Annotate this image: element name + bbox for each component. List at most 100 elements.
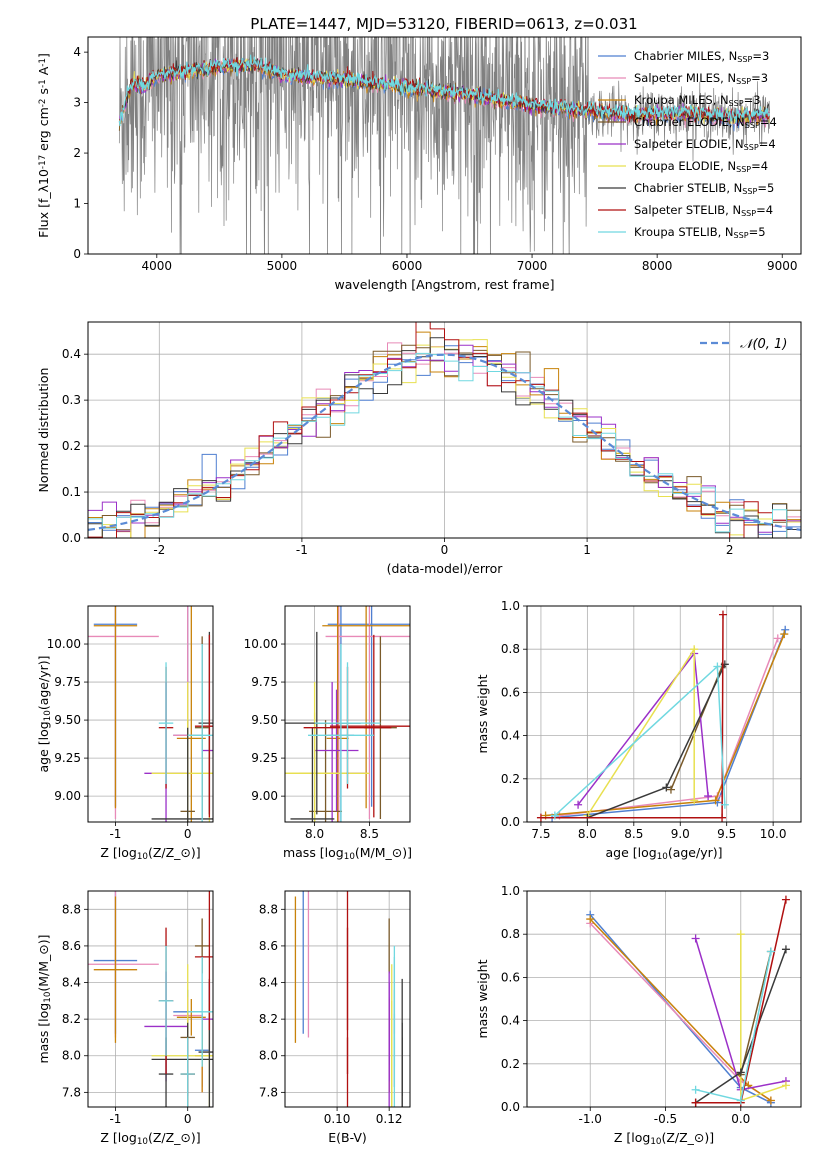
spectrum-xtick-label: 5000 [267,259,298,273]
age-vs-Z-plot-area [88,606,213,822]
spectrum-frame [87,36,802,255]
mass-weight-line [559,638,779,817]
residuals-ytick-label: 0.4 [62,347,81,361]
spectrum-legend-label: Kroupa ELODIE, NSSP=4 [634,159,768,174]
mass-weight-line [589,922,772,1102]
mass-vs-Z-xlabel: Z [log10(Z/Z_⊙)] [100,1130,200,1147]
mw-vs-Z-ytick-label: 0.0 [501,1100,520,1114]
mass-vs-ebv-ytick-label: 7.8 [259,1085,278,1099]
mw-vs-age-ytick-label: 0.0 [501,815,520,829]
mass-weight-point [766,1096,775,1105]
mass-vs-ebv-xtick-label: 0.12 [376,1112,403,1126]
residuals-hist-line [88,322,801,538]
spectrum-ylabel: Flux [f_λ10-17 erg cm-2 s-1 A-1] [36,53,51,238]
age-vs-mass-ytick-label: 9.25 [251,751,278,765]
mass-weight-point [766,947,775,956]
residuals-ytick-label: 0.1 [62,485,81,499]
residuals-ylabel: Normed distribution [36,368,51,493]
mass-weight-point [536,813,545,822]
spectrum-ytick-label: 3 [73,96,81,110]
spectrum-model-line [118,54,770,127]
age-vs-mass-xtick-label: 8.5 [360,827,379,841]
spectrum-plot-area [118,37,770,254]
mw-vs-age-ytick-label: 0.2 [501,772,520,786]
mass-vs-ebv-frame [284,890,411,1108]
mass-vs-ebv-ytick-label: 8.8 [259,902,278,916]
age-vs-Z-xlabel: Z [log10(Z/Z_⊙)] [100,845,200,862]
mw-vs-Z-xtick-label: -1.0 [579,1112,602,1126]
mw-vs-age-ytick-label: 0.4 [501,729,520,743]
mass-vs-ebv-ytick-label: 8.0 [259,1049,278,1063]
mass-vs-ebv-ytick-label: 8.2 [259,1012,278,1026]
spectrum-legend: Chabrier MILES, NSSP=3 Salpeter MILES, NS… [598,49,777,240]
mw-vs-Z-ytick-label: 0.4 [501,1014,520,1028]
residuals-legend-label: 𝒩(0, 1) [740,337,787,352]
spectrum-legend-label: Salpeter ELODIE, NSSP=4 [634,137,776,152]
mw-vs-Z-axes: -1.0 -0.5 0.0 0.0 0.2 0.4 0.6 0.8 1.0 Z [log10(Z/… [475,884,802,1147]
mass-weight-point [736,930,745,939]
mw-vs-Z-ytick-label: 0.6 [501,970,520,984]
figure-title: PLATE=1447, MJD=53120, FIBERID=0613, z=0… [250,15,637,33]
mass-vs-Z-axes: -1 0 7.8 8.0 8.2 8.4 8.6 8.8 Z [log10(Z/Z_⊙)] mas… [36,890,214,1147]
mass-vs-Z-ytick-label: 8.4 [62,976,81,990]
age-vs-Z-axes: -1 0 9.00 9.25 9.50 9.75 10.00 Z [log10(Z/Z_⊙)]… [36,605,214,862]
residuals-xtick-label: -2 [153,543,165,557]
mass-weight-line [540,614,724,819]
spectrum-ytick-label: 2 [73,146,81,160]
residuals-ytick-label: 0.0 [62,531,81,545]
age-vs-mass-ytick-label: 10.00 [244,637,278,651]
mw-vs-Z-xtick-label: -0.5 [654,1112,677,1126]
mw-vs-age-xlabel: age [log10(age/yr)] [605,845,722,862]
mw-vs-Z-xlabel: Z [log10(Z/Z_⊙)] [614,1130,714,1147]
age-vs-Z-frame [87,605,214,823]
mw-vs-age-xtick-label: 8.5 [624,827,643,841]
mass-vs-ebv-axes: 0.10 0.12 7.8 8.0 8.2 8.4 8.6 8.8 E(B-V) [259,890,411,1145]
spectrum-ytick-label: 4 [73,45,81,59]
mass-weight-point [781,945,790,954]
residuals-xlabel: (data-model)/error [387,561,504,576]
residuals-hist-line [88,337,801,538]
mass-weight-line [740,951,772,1075]
mw-vs-age-xtick-label: 8.0 [578,827,597,841]
mass-vs-Z-xtick-label: -1 [109,1112,121,1126]
spectrum-legend-label: Kroupa MILES, NSSP=3 [634,93,761,108]
age-vs-mass-ytick-label: 9.50 [251,713,278,727]
mass-vs-ebv-xtick-label: 0.10 [324,1112,351,1126]
spectrum-legend-label: Kroupa STELIB, NSSP=5 [634,225,766,240]
mass-weight-point [691,934,700,943]
spectrum-legend-label: Chabrier MILES, NSSP=3 [634,49,769,64]
residuals-xtick-label: 0 [441,543,449,557]
residuals-xtick-label: -1 [296,543,308,557]
spectrum-legend-label: Chabrier STELIB, NSSP=5 [634,181,774,196]
mass-weight-line [586,646,695,816]
age-vs-mass-axes: 8.0 8.5 9.00 9.25 9.50 9.75 10.00 mass [log10(M… [244,605,412,862]
mass-weight-point [736,1096,745,1105]
spectrum-legend-label: Salpeter MILES, NSSP=3 [634,71,768,86]
residuals-xtick-label: 2 [726,543,734,557]
mw-vs-age-xtick-label: 7.5 [531,827,550,841]
spectrum-xtick-label: 4000 [142,259,173,273]
mw-vs-age-ytick-label: 1.0 [501,599,520,613]
mw-vs-Z-xtick-label: 0.0 [731,1112,750,1126]
mass-vs-ebv-xlabel: E(B-V) [328,1130,367,1145]
mass-weight-point [781,625,790,634]
mass-weight-point [720,800,729,809]
age-vs-mass-xtick-label: 8.0 [305,827,324,841]
mw-vs-age-frame [526,605,802,823]
mw-vs-Z-frame [526,890,802,1108]
age-vs-mass-plot-area [285,606,410,822]
residuals-frame [87,321,802,539]
age-vs-Z-ytick-label: 10.00 [47,637,81,651]
spectrum-ytick-label: 0 [73,247,81,261]
mass-weight-point [574,800,583,809]
residuals-ytick-label: 0.3 [62,393,81,407]
mw-vs-Z-ylabel: mass weight [475,959,490,1038]
spectrum-xtick-label: 6000 [392,259,423,273]
mass-vs-Z-ytick-label: 8.0 [62,1049,81,1063]
age-vs-mass-xlabel: mass [log10(M/M_⊙)] [283,845,412,862]
mw-vs-Z-ytick-label: 0.8 [501,927,520,941]
mass-weight-point [550,811,559,820]
mass-vs-Z-plot-area [88,891,213,1107]
mw-vs-age-ytick-label: 0.6 [501,685,520,699]
mass-vs-ebv-plot-area [294,891,403,1107]
